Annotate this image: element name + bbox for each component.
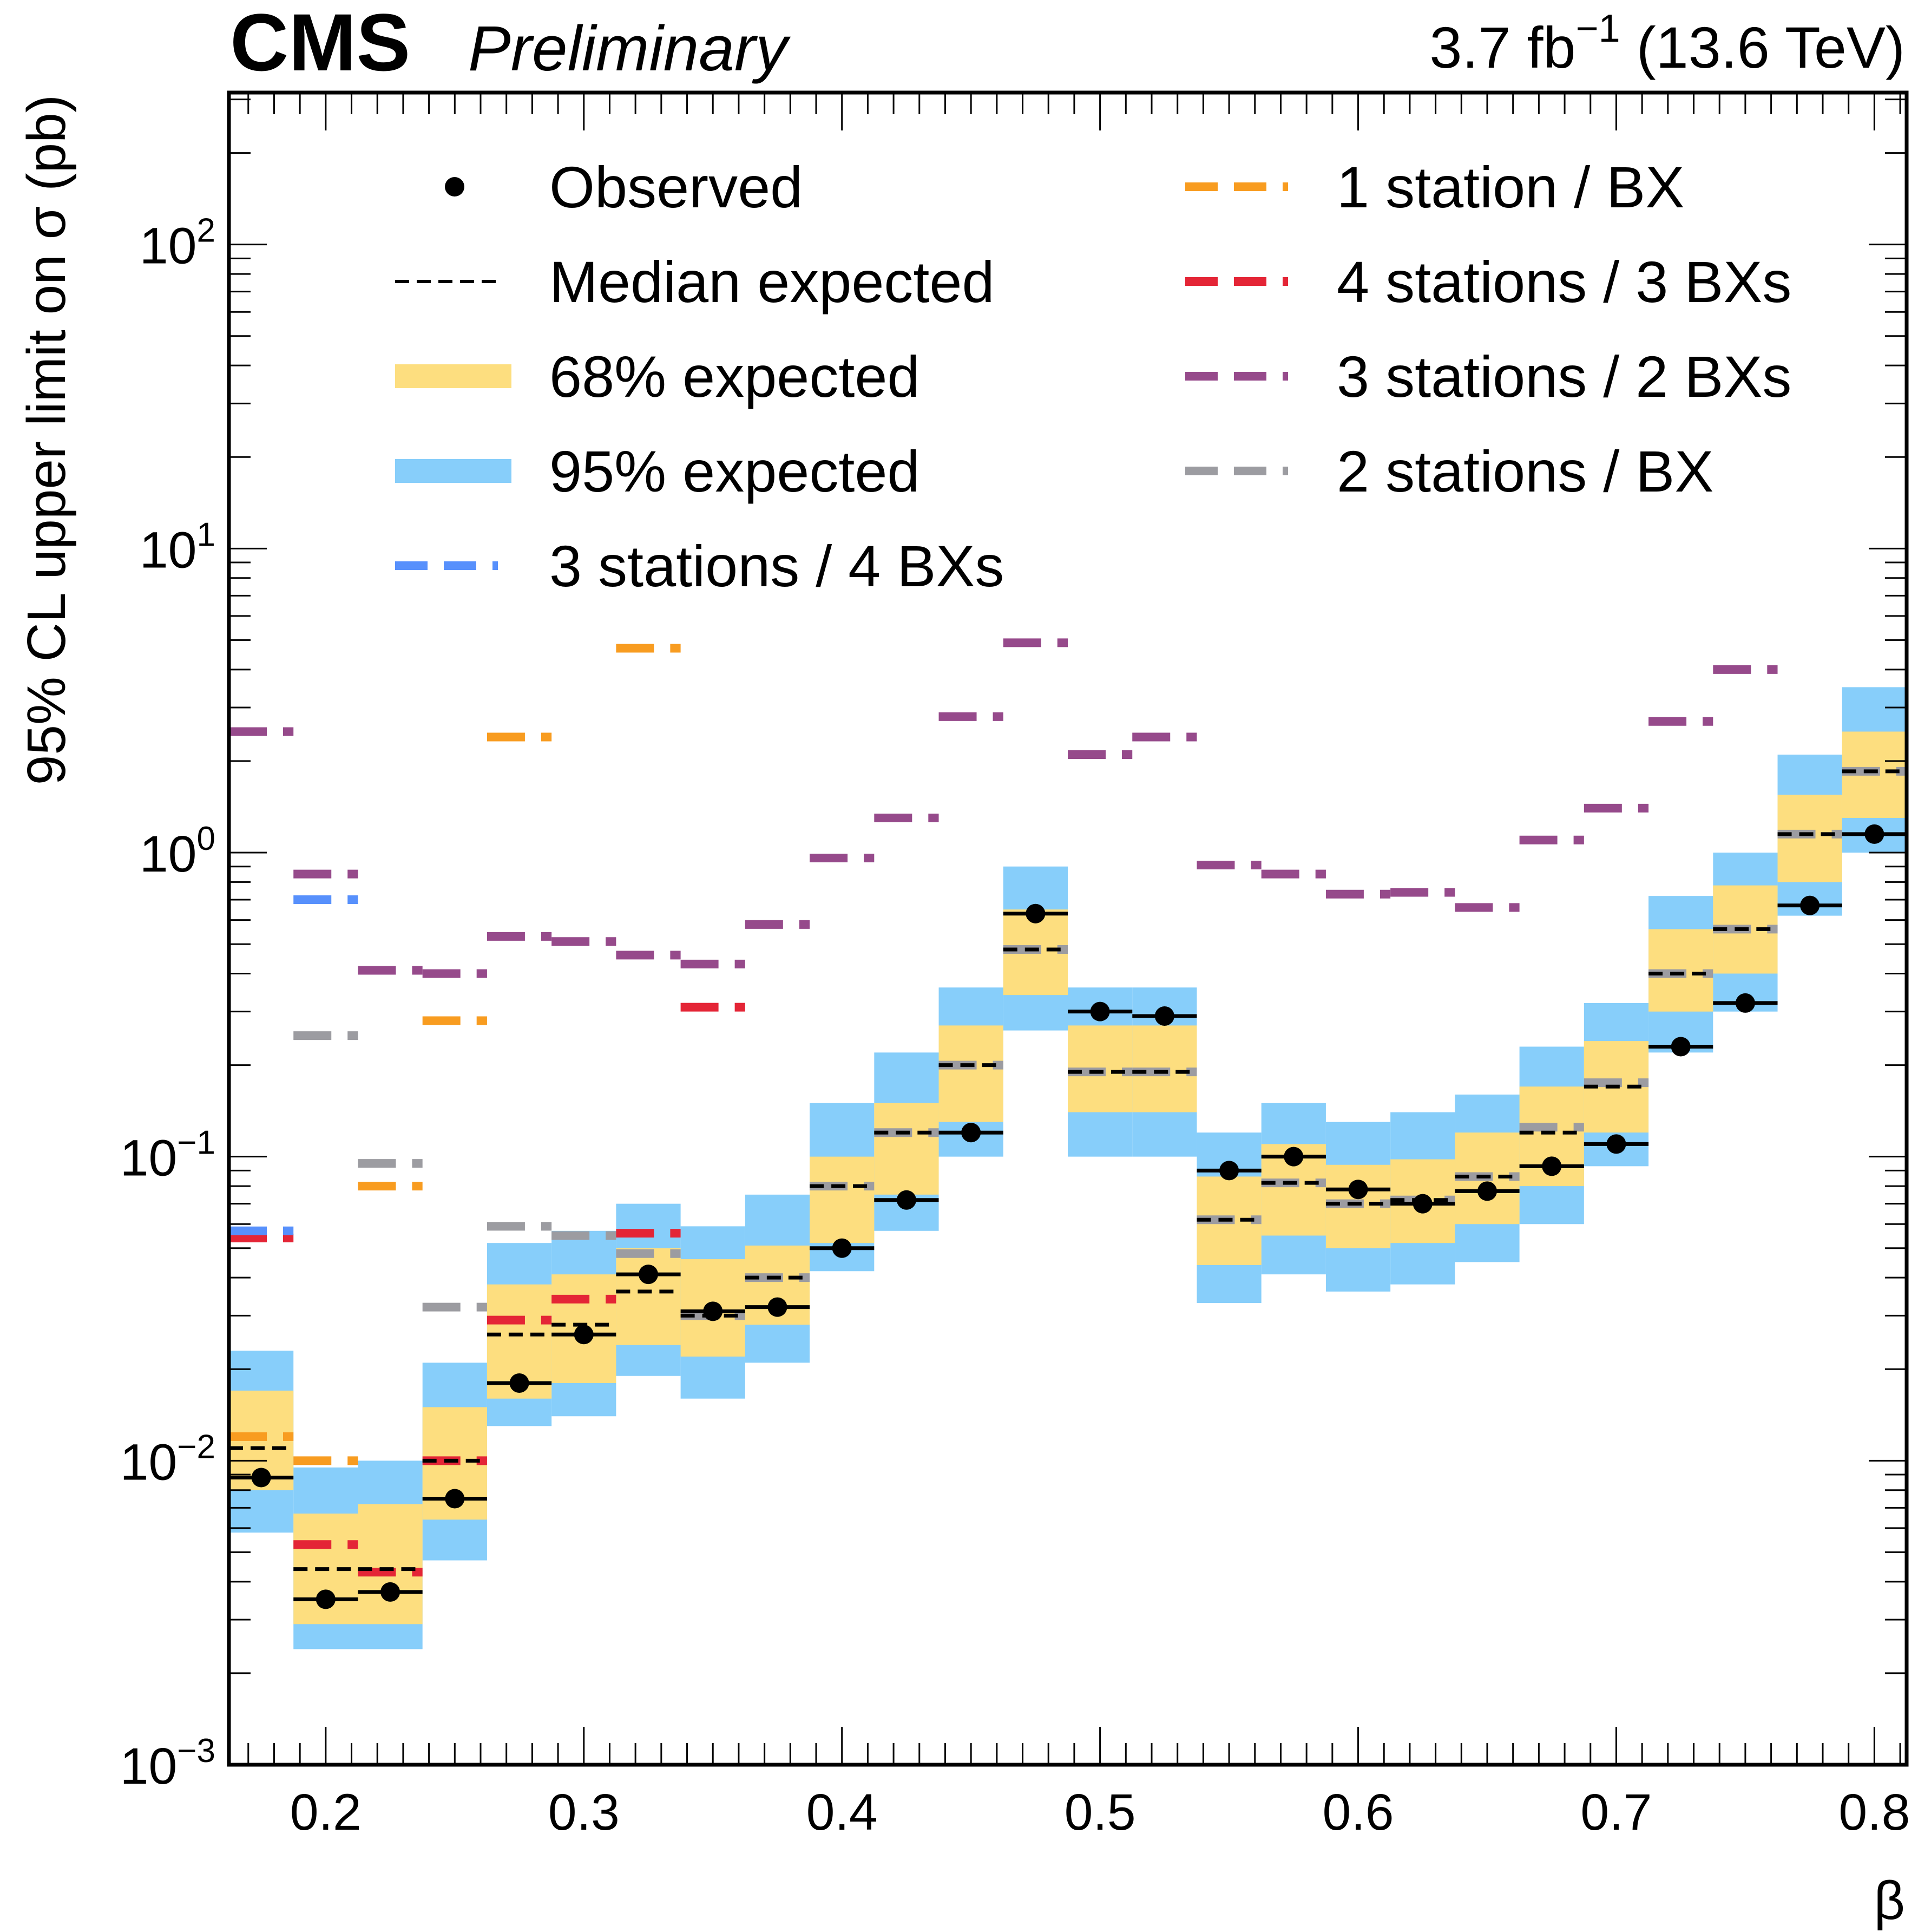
observed-point [251, 1468, 271, 1488]
observed-point [316, 1589, 336, 1609]
axis-ticks [229, 93, 1907, 1766]
legend-entry: 4 stations / 3 BXs [1185, 249, 1791, 315]
tick-labels: 0.2 0.3 0.4 0.5 0.6 0.7 0.8 10−3 10−2 10−1 100 101 1… [120, 212, 1910, 1841]
observed-point [380, 1582, 400, 1602]
band68-bin [810, 1156, 875, 1243]
observed-point [1606, 1134, 1626, 1154]
legend-label: 3 stations / 2 BXs [1337, 344, 1791, 409]
legend-entry: 3 stations / 4 BXs [395, 533, 1004, 599]
observed-point [1542, 1156, 1562, 1176]
observed-point [574, 1325, 594, 1345]
x-tick-label: 0.2 [290, 1784, 362, 1841]
legend-entry: Median expected [395, 249, 995, 315]
observed-points [229, 824, 1907, 1609]
observed-point [1348, 1180, 1368, 1200]
legend-label: 2 stations / BX [1337, 438, 1713, 504]
lumi-exp: −1 [1576, 7, 1620, 50]
observed-point [703, 1301, 723, 1321]
x-tick-label: 0.7 [1580, 1784, 1652, 1841]
lumi-suffix: (13.6 TeV) [1620, 15, 1905, 80]
legend-label: 1 station / BX [1337, 154, 1684, 220]
observed-point [1864, 824, 1884, 844]
observed-point [832, 1238, 852, 1258]
series-lines [229, 638, 1907, 1577]
legend-entry: 3 stations / 2 BXs [1185, 344, 1791, 409]
observed-point [1284, 1147, 1304, 1167]
observed-point [961, 1123, 981, 1143]
observed-point [1090, 1001, 1110, 1021]
band68-bin [938, 1025, 1003, 1122]
observed-point [1026, 903, 1046, 924]
legend-observed-marker [445, 177, 464, 197]
legend-label: 4 stations / 3 BXs [1337, 249, 1791, 315]
legend-entry: 2 stations / BX [1185, 438, 1713, 504]
band68-bin [358, 1504, 423, 1625]
observed-point [1477, 1181, 1497, 1201]
observed-point [509, 1373, 529, 1393]
observed-point [1800, 895, 1820, 915]
band68-bin [874, 1103, 939, 1195]
legend-entry: 68% expected [395, 344, 920, 409]
observed-point [445, 1489, 465, 1509]
observed-point [1219, 1161, 1239, 1181]
header-status: Preliminary [468, 13, 791, 84]
plot-frame [227, 90, 1909, 1767]
header-experiment: CMS [230, 0, 410, 88]
observed-point [639, 1265, 658, 1285]
x-tick-label: 0.4 [806, 1784, 878, 1841]
observed-point [1735, 993, 1755, 1013]
legend-entry: 95% expected [395, 438, 920, 504]
legend-label: Observed [549, 154, 803, 220]
y-tick-label: 10−3 [120, 1732, 215, 1795]
legend-entry: 1 station / BX [1185, 154, 1684, 220]
y-tick-label: 10−2 [120, 1428, 215, 1491]
observed-point [767, 1297, 787, 1317]
x-axis-label: β [1874, 1870, 1905, 1931]
legend-label: 68% expected [549, 344, 920, 409]
y-tick-label: 102 [140, 212, 215, 275]
legend-label: 3 stations / 4 BXs [549, 533, 1004, 599]
x-tick-label: 0.3 [548, 1784, 620, 1841]
header-lumi: 3.7 fb−1 (13.6 TeV) [1429, 7, 1905, 80]
observed-point [1671, 1037, 1691, 1057]
y-axis-label: 95% CL upper limit on σ (pb) [16, 95, 77, 785]
legend-label: Median expected [549, 249, 995, 315]
expected-bands [229, 687, 1907, 1649]
legend: Observed Median expected 68% expected 95% e… [395, 154, 1791, 599]
y-tick-label: 100 [140, 820, 215, 883]
legend-label: 95% expected [549, 438, 920, 504]
legend-band95-swatch [395, 459, 511, 483]
legend-entry: Observed [445, 154, 803, 220]
y-tick-label: 10−1 [120, 1124, 215, 1187]
observed-point [1154, 1006, 1174, 1026]
x-tick-label: 0.5 [1065, 1784, 1136, 1841]
legend-band68-swatch [395, 364, 511, 388]
x-tick-label: 0.6 [1322, 1784, 1394, 1841]
observed-point [896, 1190, 916, 1210]
lumi-prefix: 3.7 fb [1429, 15, 1575, 80]
band68-bin [616, 1248, 681, 1345]
observed-point [1413, 1194, 1433, 1214]
x-tick-label: 0.8 [1838, 1784, 1910, 1841]
y-tick-label: 101 [140, 516, 215, 579]
